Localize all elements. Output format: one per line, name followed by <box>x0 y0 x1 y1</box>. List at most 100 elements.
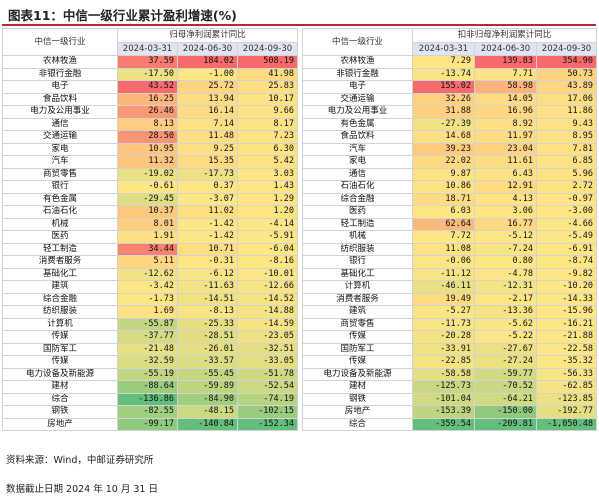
growth-value: 12.91 <box>474 180 537 194</box>
industry-name: 家电 <box>2 142 118 156</box>
growth-value: -22.85 <box>412 355 475 369</box>
growth-value: 6.30 <box>237 142 298 156</box>
table-row: 钢铁 -82.55 -48.15 -102.15 <box>2 405 298 419</box>
growth-value: 25.72 <box>177 80 238 94</box>
table-row: 医药 6.03 3.06 -3.00 <box>302 205 597 219</box>
growth-value: 1.20 <box>237 205 298 219</box>
growth-value: 5.96 <box>536 167 597 181</box>
industry-name: 有色金属 <box>2 192 118 206</box>
industry-name: 交通运输 <box>2 130 118 144</box>
growth-value: -9.82 <box>536 267 597 281</box>
growth-value: -7.24 <box>474 242 537 256</box>
growth-value: 1.43 <box>237 180 298 194</box>
table-row: 电力及公用事业 31.88 16.96 11.86 <box>302 105 597 119</box>
growth-value: 28.50 <box>117 130 178 144</box>
growth-value: -14.52 <box>237 292 298 306</box>
table-row: 食品饮料 14.68 11.97 8.95 <box>302 130 597 144</box>
growth-value: 13.94 <box>177 92 238 106</box>
growth-value: -27.24 <box>474 355 537 369</box>
growth-value: -14.51 <box>177 292 238 306</box>
growth-value: -101.04 <box>412 392 475 406</box>
growth-value: -1.42 <box>177 230 238 244</box>
growth-value: -12.31 <box>474 280 537 294</box>
growth-value: 7.71 <box>474 67 537 81</box>
growth-value: -58.58 <box>412 367 475 381</box>
growth-value: 7.14 <box>177 117 238 131</box>
growth-value: -88.64 <box>117 380 178 394</box>
table-row: 农林牧渔 7.29 139.83 354.90 <box>302 55 597 69</box>
growth-value: 34.44 <box>117 242 178 256</box>
table-row: 电力设备及新能源 -55.19 -55.45 -51.78 <box>2 367 298 381</box>
growth-value: 11.48 <box>177 130 238 144</box>
growth-value: 184.02 <box>177 55 238 69</box>
table-row: 国防军工 -21.48 -26.01 -32.51 <box>2 342 298 356</box>
table-row: 电子 155.02 58.98 43.89 <box>302 80 597 94</box>
growth-value: 4.13 <box>474 192 537 206</box>
table-row: 石油石化 10.37 11.02 1.20 <box>2 205 298 219</box>
growth-value: 14.05 <box>474 92 537 106</box>
growth-value: 16.77 <box>474 217 537 231</box>
growth-value: -5.91 <box>237 230 298 244</box>
growth-value: 23.04 <box>474 142 537 156</box>
table-row: 综合 -136.86 -84.90 -74.19 <box>2 392 298 406</box>
growth-value: -84.90 <box>177 392 238 406</box>
growth-value: 41.98 <box>237 67 298 81</box>
date-header: 2024-03-31 <box>412 42 475 56</box>
growth-value: -10.01 <box>237 267 298 281</box>
table-row: 计算机 -55.87 -25.33 -14.59 <box>2 317 298 331</box>
deducted-net-profit-growth-table: 中信一级行业 扣非归母净利润累计同比 2024-03-31 2024-06-30… <box>302 28 597 431</box>
growth-value: -1.00 <box>177 67 238 81</box>
growth-value: 0.80 <box>474 255 537 269</box>
growth-value: -55.87 <box>117 317 178 331</box>
growth-value: 16.96 <box>474 105 537 119</box>
table-row: 汽车 11.32 15.35 5.42 <box>2 155 298 169</box>
table-row: 消费者服务 19.49 -2.17 -14.33 <box>302 292 597 306</box>
table-row: 有色金属 -27.39 8.92 9.43 <box>302 117 597 131</box>
growth-value: 2.72 <box>536 180 597 194</box>
industry-name: 银行 <box>302 255 413 269</box>
growth-value: -37.77 <box>117 330 178 344</box>
growth-value: 39.23 <box>412 142 475 156</box>
table-row: 轻工制造 34.44 10.71 -6.04 <box>2 242 298 256</box>
growth-value: -11.73 <box>412 317 475 331</box>
growth-value: -5.22 <box>474 330 537 344</box>
growth-value: -59.77 <box>474 367 537 381</box>
growth-value: -17.50 <box>117 67 178 81</box>
industry-name: 电子 <box>2 80 118 94</box>
growth-value: -6.91 <box>536 242 597 256</box>
industry-name: 商贸零售 <box>302 317 413 331</box>
growth-value: 58.98 <box>474 80 537 94</box>
growth-value: 15.35 <box>177 155 238 169</box>
industry-name: 商贸零售 <box>2 167 118 181</box>
table-row: 消费者服务 5.11 -0.31 -8.16 <box>2 255 298 269</box>
growth-value: 32.26 <box>412 92 475 106</box>
industry-name: 建材 <box>302 380 413 394</box>
industry-name: 轻工制造 <box>302 217 413 231</box>
growth-value: 9.87 <box>412 167 475 181</box>
growth-value: -13.74 <box>412 67 475 81</box>
growth-value: -152.34 <box>237 417 298 431</box>
growth-value: -33.91 <box>412 342 475 356</box>
net-profit-group-header: 归母净利润累计同比 <box>117 28 298 43</box>
industry-name: 电力设备及新能源 <box>302 367 413 381</box>
growth-value: 17.06 <box>536 92 597 106</box>
growth-value: -35.32 <box>536 355 597 369</box>
industry-name: 机械 <box>2 217 118 231</box>
growth-value: 7.23 <box>237 130 298 144</box>
growth-value: 3.03 <box>237 167 298 181</box>
growth-value: -5.49 <box>536 230 597 244</box>
industry-name: 消费者服务 <box>2 255 118 269</box>
growth-value: -1.73 <box>117 292 178 306</box>
growth-value: 26.46 <box>117 105 178 119</box>
growth-value: 9.43 <box>536 117 597 131</box>
industry-name: 钢铁 <box>302 392 413 406</box>
growth-value: -33.05 <box>237 355 298 369</box>
source-note: 资料来源：Wind，中邮证券研究所 <box>6 455 154 466</box>
growth-value: 8.01 <box>117 217 178 231</box>
growth-value: 1.29 <box>237 192 298 206</box>
table-row: 钢铁 -101.04 -64.21 -123.85 <box>302 392 597 406</box>
growth-value: -28.51 <box>177 330 238 344</box>
growth-value: -29.45 <box>117 192 178 206</box>
growth-value: -4.66 <box>536 217 597 231</box>
growth-value: -27.39 <box>412 117 475 131</box>
